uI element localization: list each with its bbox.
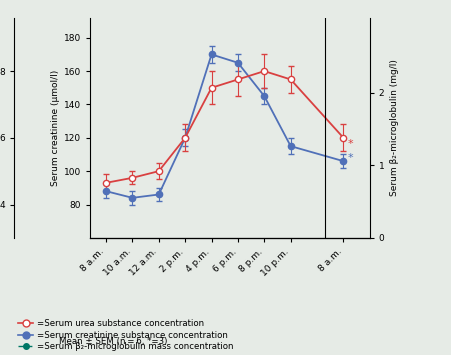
Text: *: * xyxy=(347,153,353,163)
Legend: =Serum urea substance concentration, =Serum creatinine substance concentration, : =Serum urea substance concentration, =Se… xyxy=(18,320,233,351)
Y-axis label: Serum β₂-microglobulin (mg/l): Serum β₂-microglobulin (mg/l) xyxy=(390,59,399,196)
Y-axis label: Serum creatinine (μmol/l): Serum creatinine (μmol/l) xyxy=(51,70,60,186)
Text: *: * xyxy=(347,140,353,149)
Text: Mean ± SEM (n = 6, *=3): Mean ± SEM (n = 6, *=3) xyxy=(59,337,167,346)
